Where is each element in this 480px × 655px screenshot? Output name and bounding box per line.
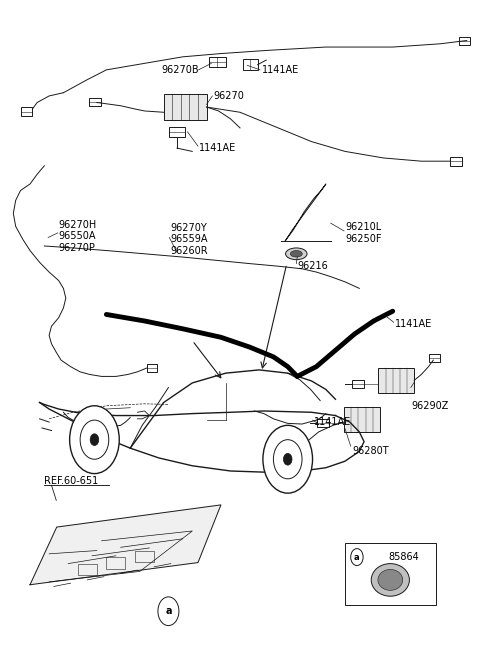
Bar <box>450 157 462 166</box>
Bar <box>89 98 101 106</box>
Bar <box>78 563 97 575</box>
Text: 96210L
96250F: 96210L 96250F <box>345 222 382 244</box>
Ellipse shape <box>371 563 409 596</box>
Circle shape <box>70 405 119 474</box>
Text: 96290Z: 96290Z <box>412 401 449 411</box>
Bar <box>429 354 441 362</box>
Circle shape <box>283 453 292 465</box>
Text: a: a <box>354 553 360 561</box>
Bar <box>378 368 414 393</box>
Circle shape <box>90 434 99 445</box>
Circle shape <box>351 549 363 565</box>
Circle shape <box>158 597 179 626</box>
Text: 96216: 96216 <box>297 261 328 271</box>
Bar <box>209 57 226 67</box>
Bar <box>107 557 125 569</box>
Bar <box>135 551 154 562</box>
Polygon shape <box>285 184 326 241</box>
Bar <box>352 380 364 388</box>
Ellipse shape <box>290 251 302 257</box>
Text: 96270Y
96559A
96260R: 96270Y 96559A 96260R <box>171 223 208 256</box>
Text: 85864: 85864 <box>388 552 419 562</box>
Bar <box>169 127 185 137</box>
Text: a: a <box>165 607 172 616</box>
Bar <box>147 364 157 372</box>
Text: 1141AE: 1141AE <box>314 417 351 427</box>
Text: 1141AE: 1141AE <box>395 319 432 329</box>
Ellipse shape <box>378 569 403 590</box>
Text: 96270B: 96270B <box>162 65 199 75</box>
Bar <box>164 94 206 120</box>
Bar <box>344 407 380 432</box>
Bar <box>22 107 32 115</box>
Bar <box>345 543 436 605</box>
Text: REF.60-651: REF.60-651 <box>44 476 98 486</box>
Text: 1141AE: 1141AE <box>262 65 299 75</box>
Bar <box>243 60 258 70</box>
Text: 96270: 96270 <box>214 91 245 101</box>
Text: 96280T: 96280T <box>352 447 389 457</box>
Bar <box>458 37 470 45</box>
Text: 96270H
96550A
96270P: 96270H 96550A 96270P <box>59 219 97 253</box>
Text: 1141AE: 1141AE <box>199 143 237 153</box>
Ellipse shape <box>286 248 307 259</box>
Polygon shape <box>30 505 221 585</box>
Circle shape <box>263 425 312 493</box>
Bar <box>317 419 329 427</box>
